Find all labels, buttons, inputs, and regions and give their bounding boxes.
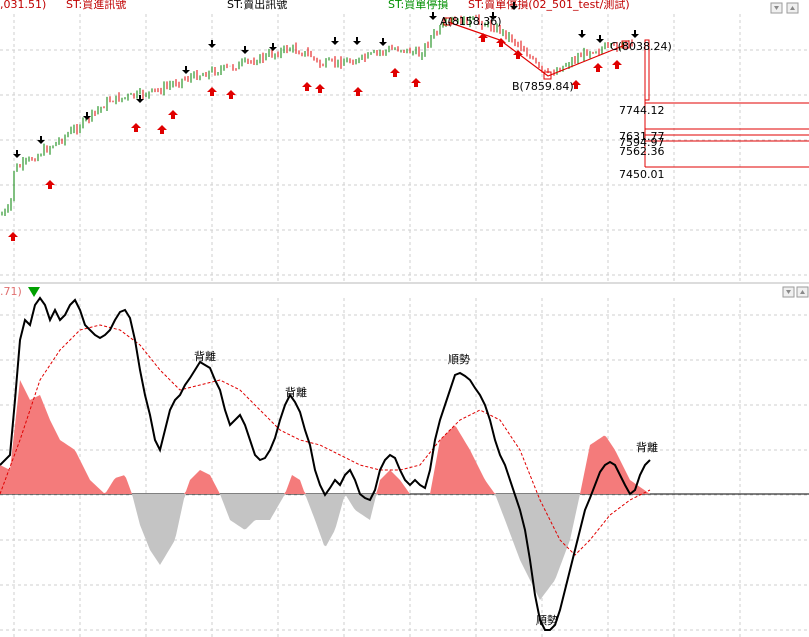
pivot-marker (543, 71, 552, 80)
buy-arrow-icon (353, 87, 363, 96)
legend-sell-exit: ST:賣出訊號 (227, 0, 287, 11)
indicator-panel-minimize-button[interactable] (782, 286, 795, 298)
sell-arrow-icon (37, 136, 45, 144)
buy-arrow-icon (513, 50, 523, 59)
sell-arrow-icon (429, 12, 437, 20)
level-label: 7450.01 (619, 168, 665, 181)
indicator-header-value: .71) (0, 285, 22, 298)
pivot-marker (443, 17, 452, 26)
annotation-divergence: 背離 (285, 385, 307, 399)
sell-arrow-icon (578, 30, 586, 38)
signal-line (0, 324, 651, 556)
buy-arrow-icon (207, 87, 217, 96)
buy-arrow-icon (390, 68, 400, 77)
sell-arrow-icon (182, 66, 190, 74)
chevron-up-icon (790, 6, 795, 10)
annotation-trend: 順勢 (448, 352, 470, 366)
price-panel-minimize-button[interactable] (770, 2, 783, 14)
buy-arrow-icon (496, 38, 506, 47)
sell-arrow-icon (489, 12, 497, 20)
point-label-b: B(7859.84) (512, 80, 574, 93)
buy-arrow-icon (593, 63, 603, 72)
price-levels (644, 39, 809, 168)
sell-arrow-icon (379, 38, 387, 46)
indicator-panel-maximize-button[interactable] (796, 286, 809, 298)
zigzag-line (447, 21, 626, 77)
price-panel-maximize-button[interactable] (786, 2, 799, 14)
buy-arrow-icon (411, 78, 421, 87)
annotation-trend: 順勢 (536, 613, 558, 627)
sell-arrow-icon (269, 43, 277, 51)
sell-arrow-icon (13, 150, 21, 158)
buy-arrow-icon (157, 125, 167, 134)
chevron-down-icon (786, 290, 791, 294)
pivot-marker (621, 40, 630, 49)
annotation-divergence: 背離 (194, 349, 216, 363)
level-label: 7631.77 (619, 130, 665, 143)
sell-arrow-icon (631, 30, 639, 38)
sell-arrow-icon (510, 2, 518, 10)
signal-down-triangle-icon (28, 287, 40, 297)
oscillator (0, 296, 809, 631)
buy-arrow-icon (302, 82, 312, 91)
trade-signals (8, 2, 639, 241)
chevron-up-icon (800, 290, 805, 294)
buy-arrow-icon (226, 90, 236, 99)
grid (0, 14, 809, 637)
header-left-value: ,031.51) (0, 0, 46, 11)
buy-arrow-icon (571, 80, 581, 89)
buy-arrow-icon (612, 60, 622, 69)
legend-buy-stop: ST:買單停損 (388, 0, 448, 11)
legend-buy-entry: ST:買進訊號 (66, 0, 126, 11)
sell-arrow-icon (353, 37, 361, 45)
sell-arrow-icon (136, 95, 144, 103)
annotation-divergence: 背離 (636, 440, 658, 454)
buy-arrow-icon (168, 110, 178, 119)
point-label-a: A(8158.36) (440, 15, 502, 28)
level-label: 7594.97 (619, 136, 665, 149)
sell-arrow-icon (596, 35, 604, 43)
sell-arrow-icon (83, 112, 91, 120)
sell-arrow-icon (241, 46, 249, 54)
point-label-c: C(8038.24) (610, 40, 672, 53)
histogram-negative-area (0, 494, 650, 600)
buy-arrow-icon (131, 123, 141, 132)
chevron-down-icon (774, 6, 779, 10)
histogram-positive-area (0, 380, 650, 494)
buy-arrow-icon (8, 232, 18, 241)
level-label: 7562.36 (619, 145, 665, 158)
buy-arrow-icon (45, 180, 55, 189)
legend-sell-stop: ST:賣單停損(02_501_test/測試) (468, 0, 630, 11)
sell-arrow-icon (208, 40, 216, 48)
sell-arrow-icon (331, 37, 339, 45)
zigzag-lines (443, 17, 630, 80)
candlesticks (1, 14, 633, 216)
buy-arrow-icon (478, 33, 488, 42)
level-label: 7744.12 (619, 104, 665, 117)
buy-arrow-icon (315, 84, 325, 93)
oscillator-line (0, 296, 651, 631)
